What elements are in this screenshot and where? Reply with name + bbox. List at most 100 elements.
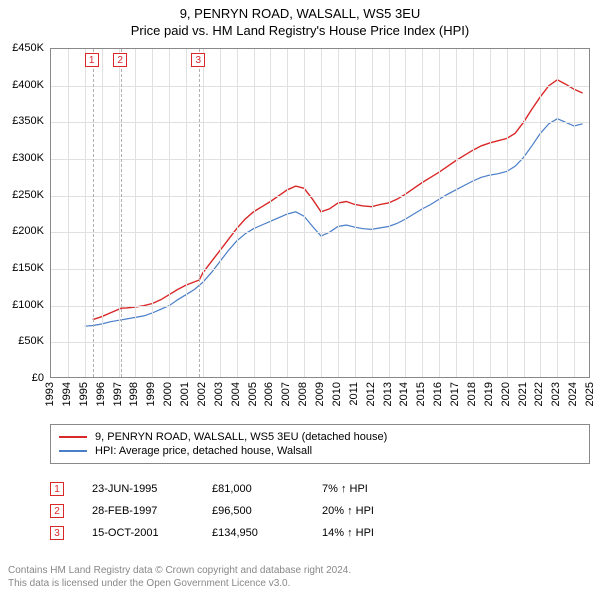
gridline-vertical bbox=[524, 49, 525, 377]
event-pct: 14% ↑ HPI bbox=[322, 527, 432, 539]
x-tick-label: 2004 bbox=[230, 382, 242, 406]
event-number-box: 1 bbox=[50, 482, 64, 496]
gridline-vertical bbox=[237, 49, 238, 377]
gridline-vertical bbox=[405, 49, 406, 377]
chart-area: £0£50K£100K£150K£200K£250K£300K£350K£400… bbox=[0, 48, 600, 418]
gridline-vertical bbox=[540, 49, 541, 377]
gridline-vertical bbox=[135, 49, 136, 377]
x-tick-label: 2014 bbox=[398, 382, 410, 406]
event-price: £134,950 bbox=[212, 527, 322, 539]
event-marker-line bbox=[121, 49, 122, 377]
gridline-horizontal bbox=[51, 86, 589, 87]
event-date: 15-OCT-2001 bbox=[92, 527, 212, 539]
event-marker-box: 2 bbox=[113, 53, 127, 67]
x-tick-label: 2020 bbox=[500, 382, 512, 406]
event-marker-line bbox=[199, 49, 200, 377]
legend-item: 9, PENRYN ROAD, WALSALL, WS5 3EU (detach… bbox=[59, 431, 581, 443]
x-tick-label: 2009 bbox=[314, 382, 326, 406]
gridline-vertical bbox=[304, 49, 305, 377]
y-tick-label: £200K bbox=[12, 225, 44, 237]
gridline-horizontal bbox=[51, 269, 589, 270]
gridline-vertical bbox=[355, 49, 356, 377]
gridline-vertical bbox=[85, 49, 86, 377]
x-tick-label: 2008 bbox=[297, 382, 309, 406]
legend-item: HPI: Average price, detached house, Wals… bbox=[59, 445, 581, 457]
x-tick-label: 2000 bbox=[162, 382, 174, 406]
event-marker-box: 1 bbox=[85, 53, 99, 67]
gridline-vertical bbox=[574, 49, 575, 377]
event-table: 123-JUN-1995£81,0007% ↑ HPI228-FEB-1997£… bbox=[50, 474, 590, 548]
x-tick-label: 2019 bbox=[483, 382, 495, 406]
chart-title: 9, PENRYN ROAD, WALSALL, WS5 3EU bbox=[0, 6, 600, 21]
x-tick-label: 2021 bbox=[517, 382, 529, 406]
x-tick-label: 1998 bbox=[128, 382, 140, 406]
x-tick-label: 2006 bbox=[263, 382, 275, 406]
gridline-vertical bbox=[287, 49, 288, 377]
x-tick-label: 2022 bbox=[533, 382, 545, 406]
gridline-horizontal bbox=[51, 122, 589, 123]
event-number-box: 3 bbox=[50, 526, 64, 540]
x-tick-label: 1995 bbox=[78, 382, 90, 406]
gridline-vertical bbox=[338, 49, 339, 377]
gridline-vertical bbox=[557, 49, 558, 377]
gridline-vertical bbox=[102, 49, 103, 377]
x-tick-label: 1994 bbox=[61, 382, 73, 406]
gridline-vertical bbox=[473, 49, 474, 377]
event-price: £96,500 bbox=[212, 505, 322, 517]
y-tick-label: £300K bbox=[12, 152, 44, 164]
gridline-vertical bbox=[456, 49, 457, 377]
gridline-vertical bbox=[68, 49, 69, 377]
x-tick-label: 2007 bbox=[280, 382, 292, 406]
gridline-vertical bbox=[439, 49, 440, 377]
footer-attribution: Contains HM Land Registry data © Crown c… bbox=[8, 564, 351, 590]
event-pct: 7% ↑ HPI bbox=[322, 483, 432, 495]
x-tick-label: 2016 bbox=[432, 382, 444, 406]
footer-line2: This data is licensed under the Open Gov… bbox=[8, 577, 351, 590]
event-marker-line bbox=[93, 49, 94, 377]
x-tick-label: 1999 bbox=[145, 382, 157, 406]
gridline-vertical bbox=[220, 49, 221, 377]
x-tick-label: 2013 bbox=[382, 382, 394, 406]
x-axis: 1993199419951996199719981999200020012002… bbox=[50, 382, 590, 418]
event-number-box: 2 bbox=[50, 504, 64, 518]
gridline-vertical bbox=[507, 49, 508, 377]
x-tick-label: 2025 bbox=[584, 382, 596, 406]
gridline-vertical bbox=[203, 49, 204, 377]
y-tick-label: £0 bbox=[32, 372, 44, 384]
x-tick-label: 2023 bbox=[550, 382, 562, 406]
gridline-vertical bbox=[152, 49, 153, 377]
gridline-horizontal bbox=[51, 196, 589, 197]
gridline-horizontal bbox=[51, 306, 589, 307]
x-tick-label: 1996 bbox=[95, 382, 107, 406]
x-tick-label: 2018 bbox=[466, 382, 478, 406]
x-tick-label: 2011 bbox=[348, 382, 360, 406]
event-row: 3 15-OCT-2001£134,95014% ↑ HPI bbox=[50, 526, 590, 540]
legend-label: 9, PENRYN ROAD, WALSALL, WS5 3EU (detach… bbox=[95, 431, 387, 443]
chart-subtitle: Price paid vs. HM Land Registry's House … bbox=[0, 23, 600, 38]
gridline-vertical bbox=[186, 49, 187, 377]
series-line bbox=[85, 119, 583, 327]
gridline-vertical bbox=[254, 49, 255, 377]
event-marker-box: 3 bbox=[191, 53, 205, 67]
gridline-vertical bbox=[372, 49, 373, 377]
event-date: 23-JUN-1995 bbox=[92, 483, 212, 495]
x-tick-label: 2010 bbox=[331, 382, 343, 406]
gridline-horizontal bbox=[51, 159, 589, 160]
event-date: 28-FEB-1997 bbox=[92, 505, 212, 517]
gridline-vertical bbox=[169, 49, 170, 377]
gridline-vertical bbox=[321, 49, 322, 377]
x-tick-label: 2015 bbox=[415, 382, 427, 406]
y-tick-label: £350K bbox=[12, 115, 44, 127]
event-pct: 20% ↑ HPI bbox=[322, 505, 432, 517]
gridline-horizontal bbox=[51, 342, 589, 343]
y-tick-label: £50K bbox=[18, 335, 44, 347]
gridline-vertical bbox=[270, 49, 271, 377]
y-tick-label: £450K bbox=[12, 42, 44, 54]
legend: 9, PENRYN ROAD, WALSALL, WS5 3EU (detach… bbox=[50, 424, 590, 464]
x-tick-label: 1993 bbox=[44, 382, 56, 406]
gridline-horizontal bbox=[51, 232, 589, 233]
gridline-vertical bbox=[422, 49, 423, 377]
y-tick-label: £250K bbox=[12, 189, 44, 201]
x-tick-label: 2002 bbox=[196, 382, 208, 406]
chart-container: 9, PENRYN ROAD, WALSALL, WS5 3EU Price p… bbox=[0, 6, 600, 596]
